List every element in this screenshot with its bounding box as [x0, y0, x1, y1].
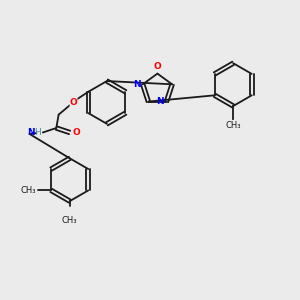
Text: H: H — [34, 128, 40, 137]
Text: O: O — [70, 98, 77, 106]
Text: CH₃: CH₃ — [21, 186, 36, 195]
Text: N: N — [133, 80, 140, 89]
Text: CH₃: CH₃ — [226, 122, 241, 130]
Text: CH₃: CH₃ — [62, 216, 77, 225]
Text: N: N — [157, 97, 164, 106]
Text: O: O — [154, 61, 161, 70]
Text: O: O — [72, 128, 80, 137]
Text: N: N — [28, 128, 35, 137]
